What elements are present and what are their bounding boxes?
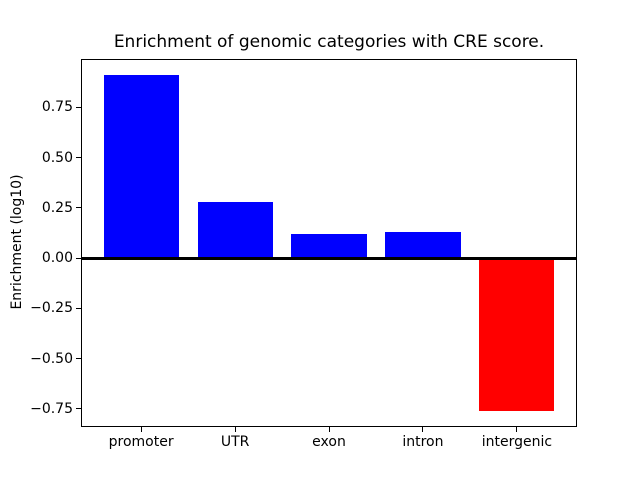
bar-promoter (103, 75, 179, 259)
y-tick-label: 0.25 (41, 199, 73, 216)
y-tick-mark (76, 257, 81, 259)
x-tick-mark (234, 427, 236, 432)
x-tick-mark (328, 427, 330, 432)
y-tick-label: −0.75 (30, 400, 73, 417)
x-tick-label-intron: intron (402, 434, 444, 450)
y-tick-label: −0.50 (30, 350, 73, 367)
y-axis-label: Enrichment (log10) (9, 174, 25, 310)
y-tick-mark (76, 157, 81, 158)
y-tick-mark (76, 358, 81, 360)
bar-exon (291, 234, 367, 259)
bar-UTR (197, 201, 273, 259)
y-tick-mark (76, 207, 81, 209)
y-tick-label: 0.75 (41, 99, 73, 116)
y-tick-mark (76, 106, 81, 108)
x-tick-label-UTR: UTR (220, 434, 250, 450)
y-tick-label: −0.25 (30, 300, 73, 317)
x-tick-label-promoter: promoter (108, 434, 174, 450)
bar-intergenic (479, 258, 555, 411)
y-tick-mark (76, 307, 81, 309)
x-tick-mark (140, 427, 142, 432)
zero-line (81, 256, 577, 260)
y-tick-mark (76, 408, 81, 410)
x-tick-label-exon: exon (312, 434, 346, 450)
y-tick-label: 0.50 (41, 149, 73, 166)
bar-intron (385, 231, 461, 258)
x-tick-mark (516, 427, 518, 432)
x-tick-mark (422, 427, 424, 432)
chart-title: Enrichment of genomic categories with CR… (113, 32, 545, 52)
y-tick-label: 0.00 (41, 250, 73, 267)
x-tick-label-intergenic: intergenic (481, 434, 553, 450)
